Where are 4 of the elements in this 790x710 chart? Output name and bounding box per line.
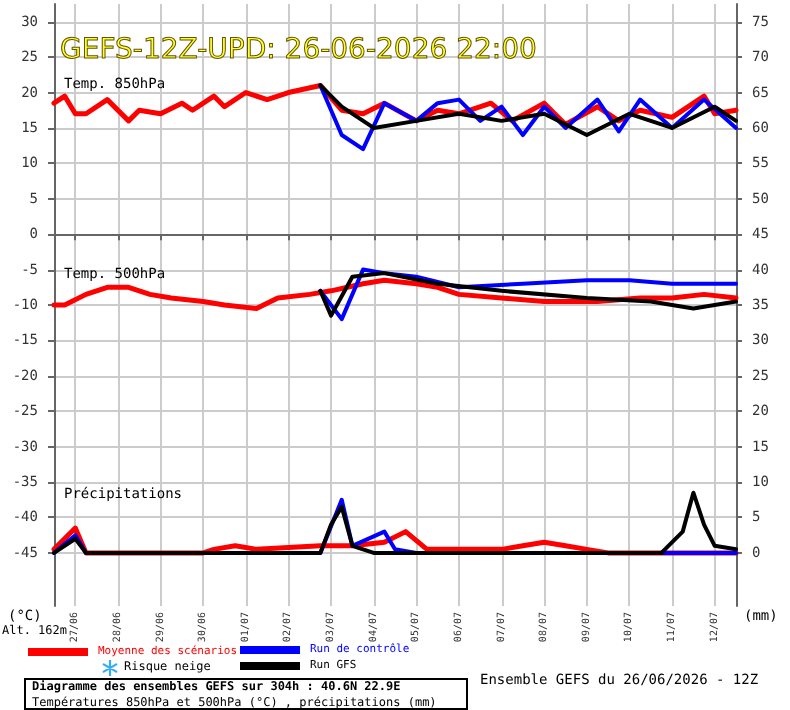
text: GEFS-12Z-UPD: 26-06-2026 22:00 bbox=[60, 34, 537, 66]
line-series bbox=[318, 83, 738, 138]
line-series bbox=[51, 277, 739, 312]
line-series bbox=[318, 83, 738, 152]
